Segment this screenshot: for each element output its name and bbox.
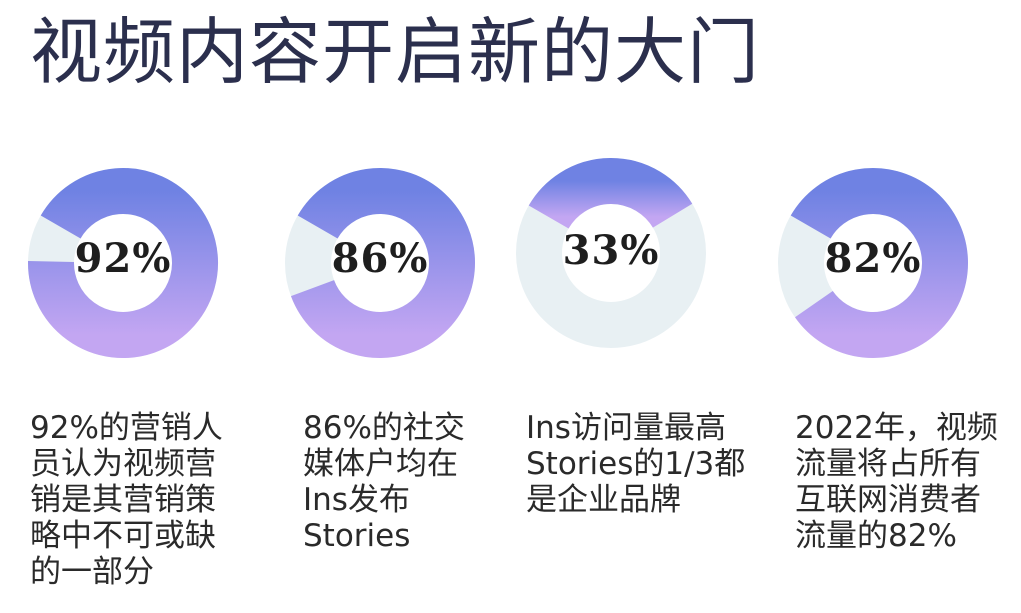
donut-chart-3: 33% [511, 153, 711, 353]
donut-svg-2 [285, 168, 475, 358]
caption-3-line: 是企业品牌 [526, 482, 681, 518]
caption-1-line: 略中不可或缺 [30, 518, 216, 554]
donut-label-4: 82% [824, 235, 922, 282]
caption-4: 2022年，视频 流量将占所有 互联网消费者 流量的82% [795, 410, 998, 554]
caption-2-line: Ins发布 [303, 482, 410, 518]
donut-value-slice [528, 158, 693, 230]
caption-3-line: Ins访问量最高 [526, 410, 726, 446]
donut-label-1: 92% [74, 235, 172, 282]
caption-2-line: 媒体户均在 [303, 446, 458, 482]
caption-4-line: 互联网消费者 [795, 482, 981, 518]
page-title: 视频内容开启新的大门 [30, 10, 761, 94]
caption-1-line: 92%的营销人 [30, 410, 223, 446]
caption-4-line: 流量将占所有 [795, 446, 981, 482]
donut-value-slice [790, 168, 968, 358]
caption-2-line: Stories [303, 518, 411, 554]
donut-chart-2: 86% [280, 163, 480, 363]
donut-value-slice [290, 168, 475, 358]
caption-4-line: 2022年，视频 [795, 410, 998, 446]
caption-3: Ins访问量最高 Stories的1/3都 是企业品牌 [526, 410, 745, 518]
donut-label-2: 86% [331, 235, 429, 282]
donut-svg-4 [778, 168, 968, 358]
caption-2: 86%的社交 媒体户均在 Ins发布 Stories [303, 410, 465, 554]
caption-1: 92%的营销人 员认为视频营 销是其营销策 略中不可或缺 的一部分 [30, 410, 223, 590]
caption-1-line: 销是其营销策 [30, 482, 216, 518]
donut-svg-3 [516, 158, 706, 348]
donut-value-slice [28, 168, 218, 358]
caption-1-line: 的一部分 [30, 554, 154, 590]
caption-1-line: 员认为视频营 [30, 446, 216, 482]
caption-3-line: Stories的1/3都 [526, 446, 746, 482]
caption-4-line: 流量的82% [795, 518, 957, 554]
donut-svg-1 [28, 168, 218, 358]
caption-2-line: 86%的社交 [303, 410, 465, 446]
donut-chart-4: 82% [773, 163, 973, 363]
donut-label-3: 33% [562, 227, 660, 274]
donut-chart-1: 92% [23, 163, 223, 363]
